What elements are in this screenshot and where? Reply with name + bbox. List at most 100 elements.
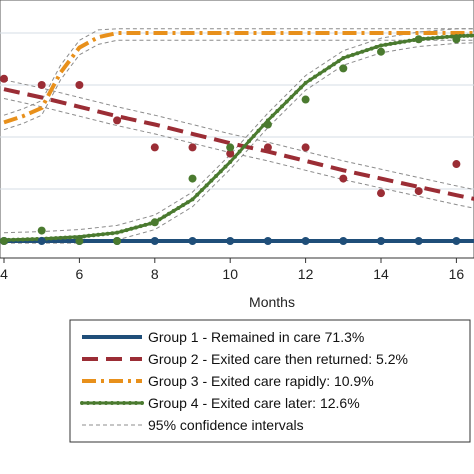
confidence-bands (3, 28, 474, 244)
series-dot-group-4-exited-care-later-12-6 (383, 42, 388, 47)
series-dot-group-4-exited-care-later-12-6 (115, 230, 120, 235)
series-dot-group-4-exited-care-later-12-6 (20, 237, 25, 242)
legend-label: Group 2 - Exited care then returned: 5.2… (148, 351, 408, 367)
data-point-group-4-exited-care-later-12-6 (37, 226, 46, 235)
series-dot-group-4-exited-care-later-12-6 (232, 154, 237, 159)
legend-swatch-dot (104, 401, 108, 405)
data-point-group-4-exited-care-later-12-6 (226, 143, 235, 152)
data-point-group-4-exited-care-later-12-6 (188, 174, 197, 183)
data-point-group-2-exited-care-then-returned-5-2 (226, 149, 235, 158)
data-point-group-1-remained-in-care-71-3 (263, 237, 272, 245)
series-dot-group-4-exited-care-later-12-6 (374, 45, 379, 50)
series-dot-group-4-exited-care-later-12-6 (327, 65, 332, 70)
x-axis: 4 6 8 10 12 14 16 (0, 257, 474, 282)
data-point-group-2-exited-care-then-returned-5-2 (188, 143, 197, 152)
series-dot-group-4-exited-care-later-12-6 (280, 104, 285, 109)
ci-line-group-3-exited-care-rapidly-10-9 (3, 28, 474, 116)
series-dot-group-4-exited-care-later-12-6 (11, 237, 16, 242)
series-dot-group-4-exited-care-later-12-6 (181, 203, 186, 208)
series-dot-group-4-exited-care-later-12-6 (110, 231, 115, 236)
plot-area (0, 0, 474, 259)
series-dot-group-4-exited-care-later-12-6 (195, 192, 200, 197)
series-dot-group-4-exited-care-later-12-6 (461, 33, 466, 38)
series-dot-group-4-exited-care-later-12-6 (350, 52, 355, 57)
legend-label: Group 3 - Exited care rapidly: 10.9% (148, 373, 374, 389)
data-point-group-1-remained-in-care-71-3 (339, 237, 348, 245)
series-dot-group-4-exited-care-later-12-6 (157, 217, 162, 222)
series-dot-group-4-exited-care-later-12-6 (331, 62, 336, 67)
series-dot-group-4-exited-care-later-12-6 (25, 237, 30, 242)
series-dot-group-4-exited-care-later-12-6 (16, 237, 21, 242)
series-dot-group-4-exited-care-later-12-6 (270, 113, 275, 118)
series-dot-group-4-exited-care-later-12-6 (105, 231, 110, 236)
data-point-group-4-exited-care-later-12-6 (377, 47, 385, 56)
series-dot-group-4-exited-care-later-12-6 (407, 38, 412, 43)
data-point-group-2-exited-care-then-returned-5-2 (377, 189, 385, 198)
series-dot-group-4-exited-care-later-12-6 (397, 40, 402, 45)
series-dot-group-4-exited-care-later-12-6 (256, 128, 261, 133)
series-dot-group-4-exited-care-later-12-6 (388, 41, 393, 46)
legend-swatch-dot (80, 401, 84, 405)
data-point-group-1-remained-in-care-71-3 (188, 237, 197, 245)
series-dot-group-4-exited-care-later-12-6 (251, 133, 256, 138)
series-dot-group-4-exited-care-later-12-6 (336, 59, 341, 64)
series-dot-group-4-exited-care-later-12-6 (465, 33, 470, 38)
series-dot-group-4-exited-care-later-12-6 (138, 224, 143, 229)
data-point-group-1-remained-in-care-71-3 (452, 237, 461, 245)
series-dot-group-4-exited-care-later-12-6 (364, 48, 369, 53)
series-dot-group-4-exited-care-later-12-6 (218, 169, 223, 174)
x-tick-label: 4 (0, 266, 8, 282)
series-dot-group-4-exited-care-later-12-6 (67, 235, 72, 240)
data-point-group-1-remained-in-care-71-3 (301, 237, 310, 245)
series-dot-group-4-exited-care-later-12-6 (166, 211, 171, 216)
series-dot-group-4-exited-care-later-12-6 (162, 214, 167, 219)
legend-label: Group 1 - Remained in care 71.3% (148, 329, 364, 345)
series-dot-group-4-exited-care-later-12-6 (298, 85, 303, 90)
legend-swatch-dot (86, 401, 90, 405)
data-point-group-4-exited-care-later-12-6 (113, 237, 122, 245)
series-dot-group-4-exited-care-later-12-6 (303, 80, 308, 85)
series-dot-group-4-exited-care-later-12-6 (190, 197, 195, 202)
series-dot-group-4-exited-care-later-12-6 (322, 68, 327, 73)
legend-swatch-dot (134, 401, 138, 405)
series-dot-group-4-exited-care-later-12-6 (124, 228, 129, 233)
series-dot-group-4-exited-care-later-12-6 (209, 178, 214, 183)
series-dot-group-4-exited-care-later-12-6 (72, 235, 77, 240)
series-dot-group-4-exited-care-later-12-6 (247, 139, 252, 144)
data-point-group-1-remained-in-care-71-3 (150, 237, 159, 245)
series-dot-group-4-exited-care-later-12-6 (360, 49, 365, 54)
observed-points (0, 35, 461, 245)
x-tick-label: 16 (449, 266, 465, 282)
series-dot-group-4-exited-care-later-12-6 (440, 35, 445, 40)
data-point-group-1-remained-in-care-71-3 (414, 237, 423, 245)
series-dot-group-4-exited-care-later-12-6 (313, 74, 318, 79)
data-point-group-2-exited-care-then-returned-5-2 (75, 81, 84, 89)
series-dot-group-4-exited-care-later-12-6 (228, 159, 233, 164)
series-dot-group-4-exited-care-later-12-6 (237, 149, 242, 154)
series-dot-group-4-exited-care-later-12-6 (275, 109, 280, 113)
x-tick-label: 14 (373, 266, 389, 282)
data-point-group-2-exited-care-then-returned-5-2 (452, 160, 461, 169)
series-dot-group-4-exited-care-later-12-6 (393, 41, 398, 46)
x-axis-title: Months (249, 294, 295, 310)
plot-frame (0, 0, 474, 259)
series-dot-group-4-exited-care-later-12-6 (426, 36, 431, 41)
data-point-group-2-exited-care-then-returned-5-2 (414, 187, 423, 196)
series-dot-group-4-exited-care-later-12-6 (91, 233, 96, 238)
series-line-group-3-exited-care-rapidly-10-9 (3, 31, 474, 125)
data-point-group-2-exited-care-then-returned-5-2 (150, 143, 159, 152)
data-point-group-4-exited-care-later-12-6 (75, 237, 84, 245)
series-dot-group-4-exited-care-later-12-6 (355, 51, 360, 56)
legend-swatch-dot (122, 401, 126, 405)
series-dot-group-4-exited-care-later-12-6 (204, 183, 209, 188)
x-tick-label: 8 (151, 266, 159, 282)
data-point-group-1-remained-in-care-71-3 (37, 237, 46, 245)
series-dot-group-4-exited-care-later-12-6 (346, 54, 351, 59)
series-dot-group-4-exited-care-later-12-6 (379, 43, 383, 48)
series-dot-group-4-exited-care-later-12-6 (435, 35, 440, 40)
legend-swatch-dot (98, 401, 102, 405)
series-dot-group-4-exited-care-later-12-6 (96, 232, 101, 237)
legend-swatch-dot (128, 401, 132, 405)
data-point-group-2-exited-care-then-returned-5-2 (37, 81, 46, 89)
legend-swatch-dot (116, 401, 120, 405)
